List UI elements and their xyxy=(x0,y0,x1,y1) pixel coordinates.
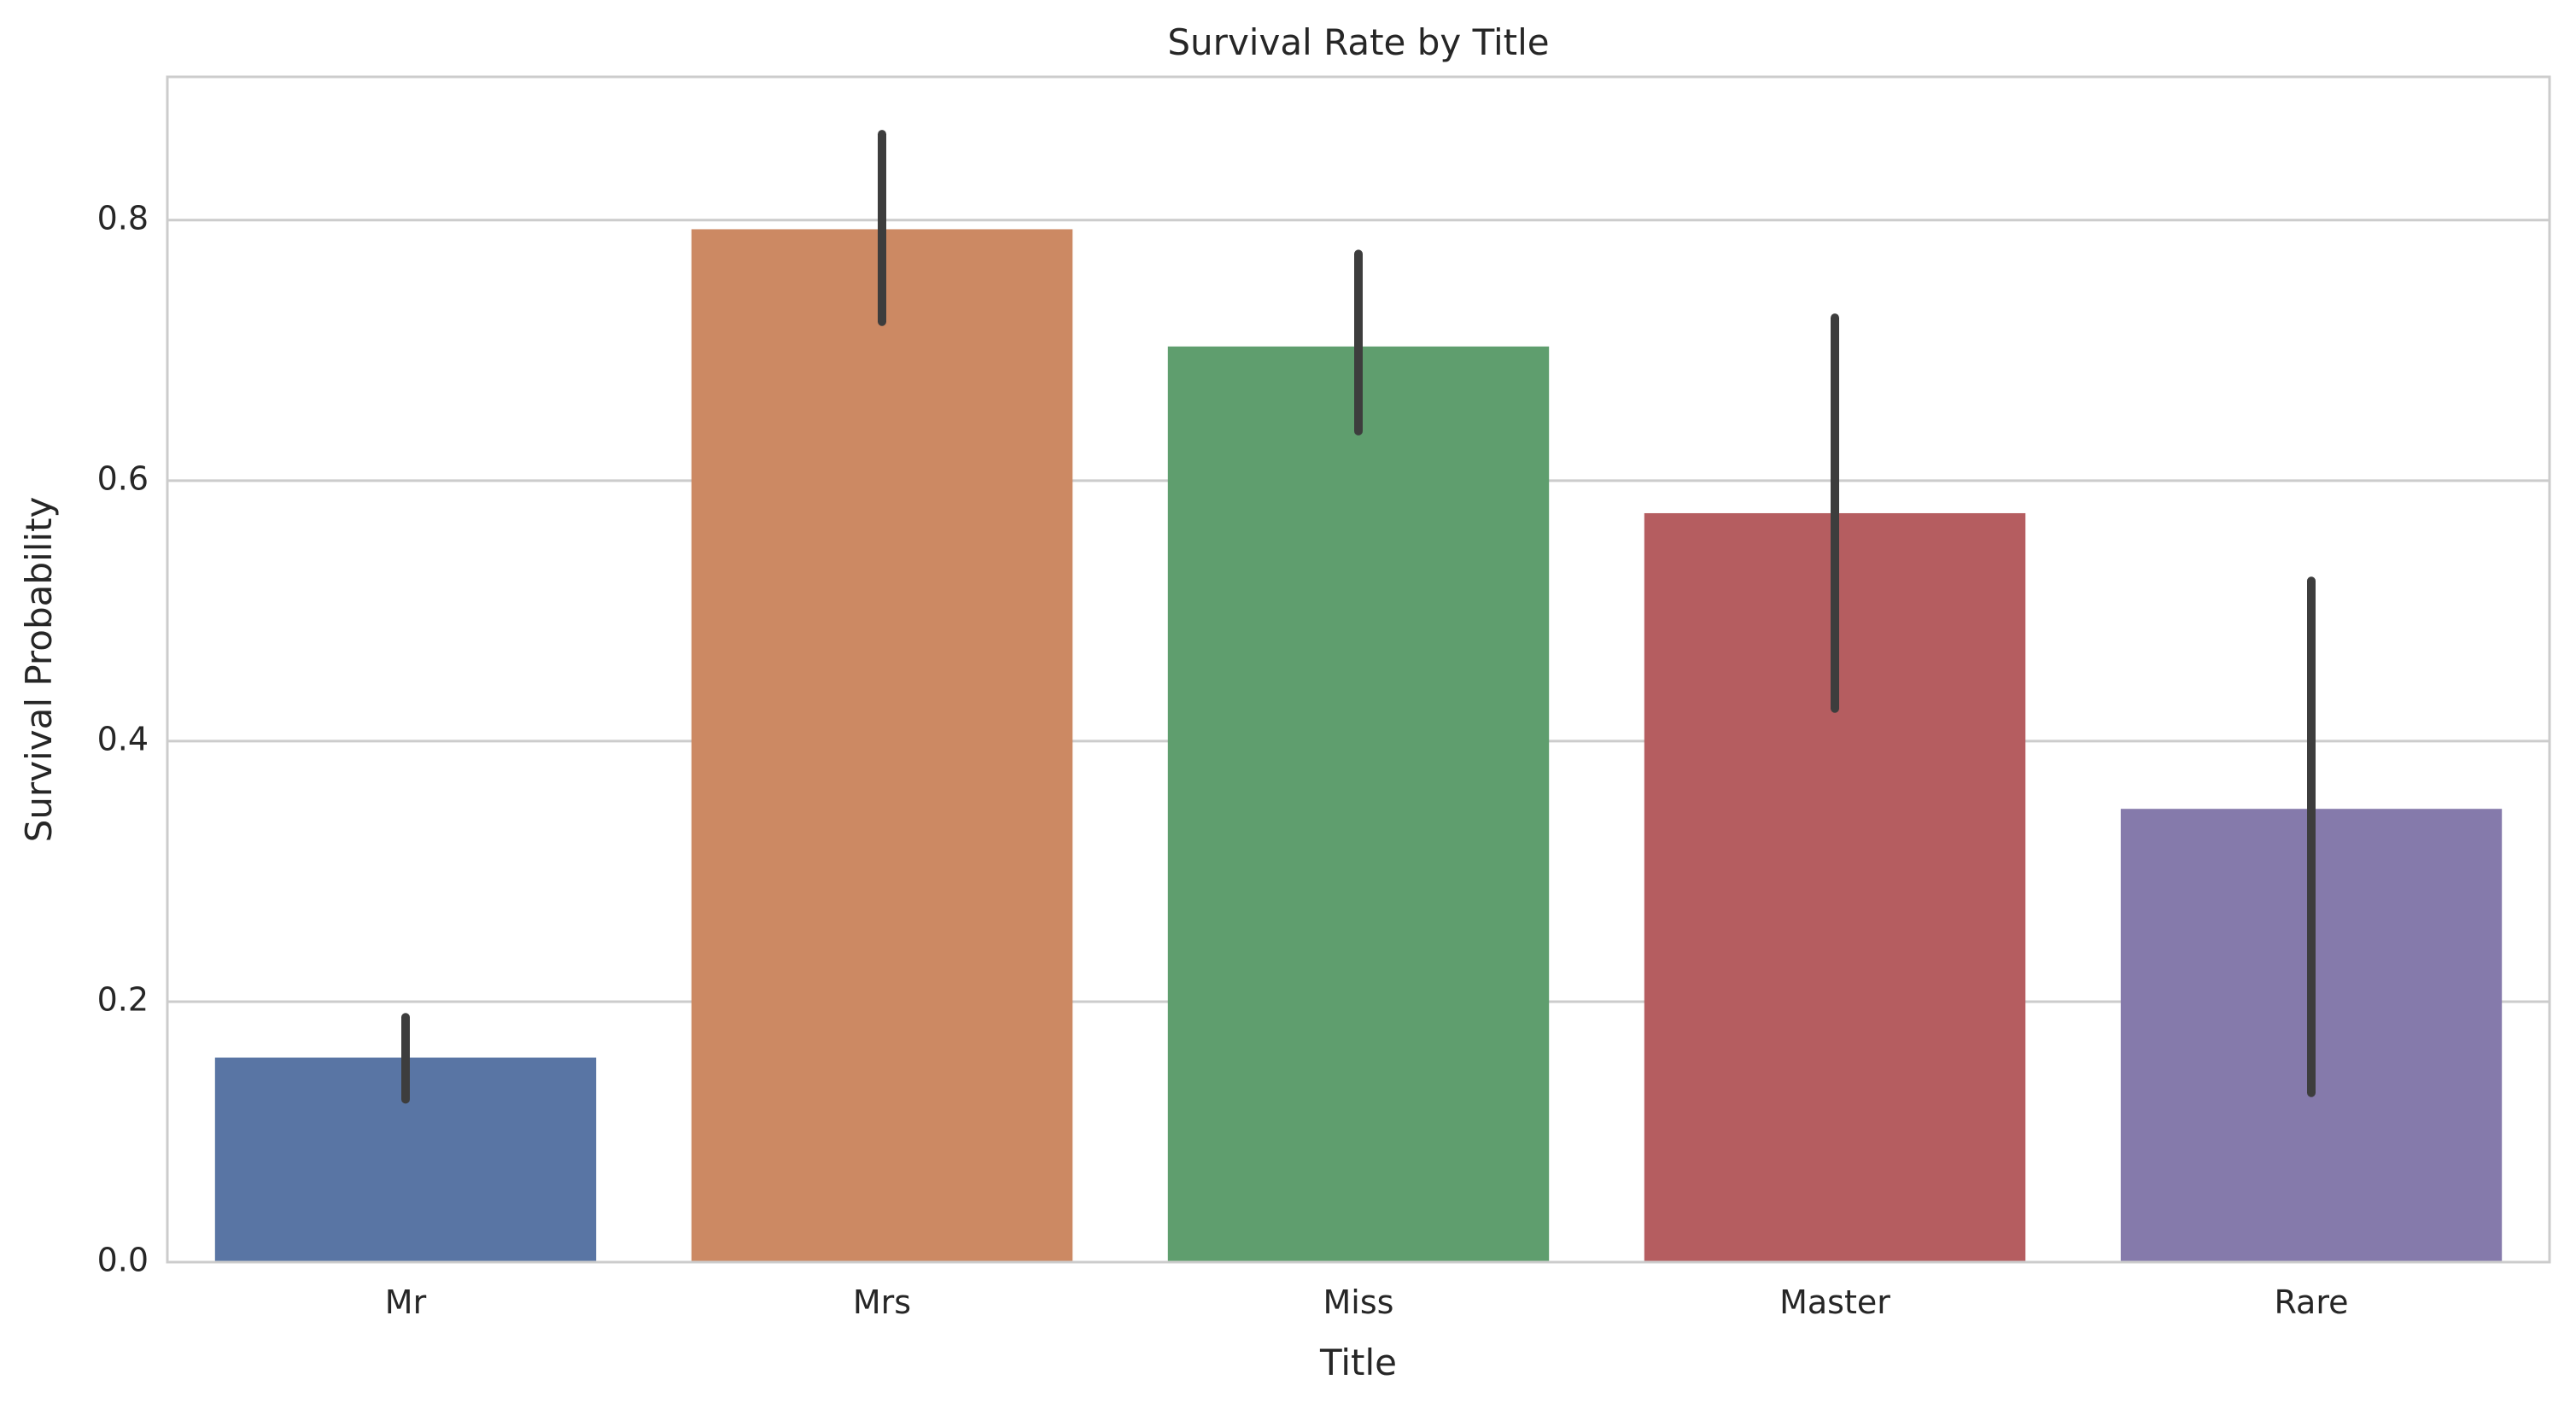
x-tick-labels: Mr Mrs Miss Master Rare xyxy=(385,1283,2349,1321)
y-tick-label: 0.0 xyxy=(97,1242,149,1279)
x-tick-label: Miss xyxy=(1323,1283,1394,1321)
bar-miss xyxy=(1167,346,1550,1262)
y-tick-label: 0.8 xyxy=(97,199,149,237)
y-axis-label: Survival Probability xyxy=(18,497,60,843)
x-tick-label: Mr xyxy=(385,1283,427,1321)
x-tick-label: Mrs xyxy=(853,1283,911,1321)
error-bars xyxy=(401,130,2316,1104)
bars xyxy=(214,229,2503,1262)
x-tick-label: Master xyxy=(1779,1283,1890,1321)
y-tick-label: 0.6 xyxy=(97,459,149,497)
y-tick-label: 0.4 xyxy=(97,720,149,757)
y-tick-labels: 0.0 0.2 0.4 0.6 0.8 xyxy=(97,199,149,1278)
y-tick-label: 0.2 xyxy=(97,980,149,1018)
x-tick-label: Rare xyxy=(2274,1283,2348,1321)
chart-title: Survival Rate by Title xyxy=(1167,21,1549,63)
x-axis-label: Title xyxy=(1319,1342,1397,1383)
bar-mrs xyxy=(691,229,1073,1262)
plot-area-frame xyxy=(166,75,2551,1264)
